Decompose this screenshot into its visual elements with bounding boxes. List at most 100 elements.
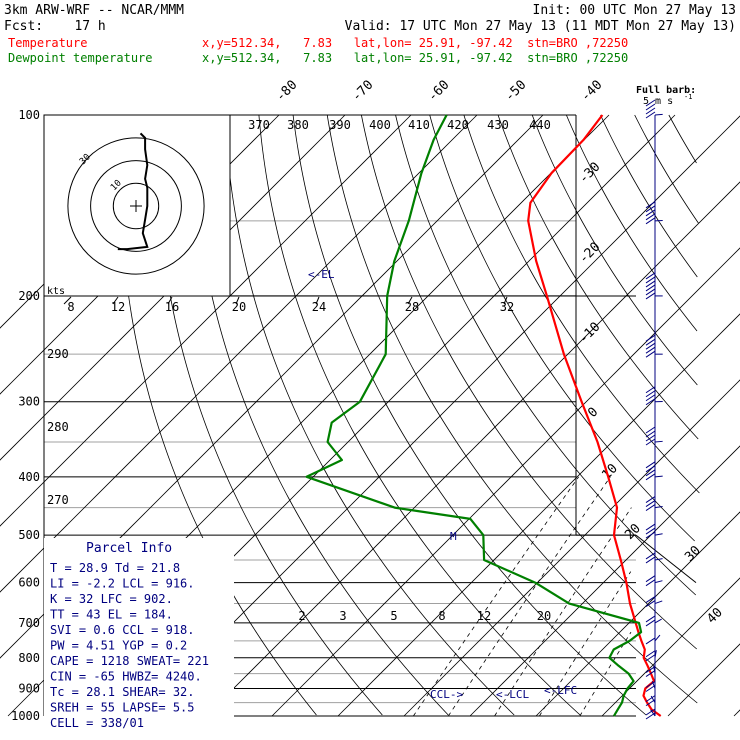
pressure-label: 300 (18, 395, 40, 409)
theta-label: 370 (248, 118, 270, 132)
wind-barb (645, 708, 656, 720)
wind-barb-staff (650, 695, 656, 703)
wind-barb (645, 681, 656, 692)
isotherm-line (0, 114, 544, 659)
parcel-info-row: LI = -2.2 LCL = 916. (50, 577, 195, 591)
wind-barb-flag (645, 496, 656, 503)
theta-label: 290 (47, 347, 69, 361)
hodograph-trace (117, 132, 149, 251)
hodograph-tick (63, 296, 72, 305)
hodograph-speed-labels: 8 12 16 20 24 28 32 (44, 295, 636, 314)
dry-adiabat-line (566, 114, 698, 332)
wind-barb (645, 272, 663, 300)
wind-barb (645, 426, 663, 446)
dry-adiabat-line (600, 114, 698, 278)
parcel-info-row: Tc = 28.1 SHEAR= 32. (50, 685, 195, 699)
isotherm-line (0, 114, 412, 527)
wind-barb (645, 552, 663, 564)
mixing-ratio-line (413, 476, 579, 717)
mixing-ratio-line (447, 476, 611, 717)
wind-barb-flag (645, 205, 656, 213)
isotherm-label: -50 (502, 78, 529, 105)
isotherm-line (0, 114, 478, 593)
parcel-info-row: CELL = 338/01 (50, 716, 144, 730)
hodograph-units: kts (47, 286, 65, 297)
wind-barb-flag (645, 473, 656, 481)
wind-barb (645, 386, 663, 406)
theta-label: 390 (329, 118, 351, 132)
wind-barb-flag (645, 523, 656, 531)
wind-barb-flag (645, 386, 656, 394)
wind-barb-flag (645, 699, 656, 707)
wind-barb-flag (645, 342, 656, 350)
dry-adiabat-line (258, 114, 581, 716)
wind-barb-flag (645, 346, 656, 354)
wind-barb-flag (645, 556, 656, 564)
mixing-ratio-label: 20 (537, 609, 551, 623)
mixing-ratio-label: 3 (339, 609, 346, 623)
wind-barb-staff (654, 533, 663, 536)
right-axis-slant (635, 534, 697, 584)
wind-barb-flag (645, 681, 656, 688)
legend-dewpoint-label: Dewpoint temperature (8, 51, 153, 65)
temperature-station-info: x,y=512.34, 7.83 lat,lon= 25.91, -97.42 … (202, 36, 628, 50)
wind-barb-flag (645, 272, 656, 280)
wind-barb-flag (645, 670, 656, 677)
wind-barb-flag (645, 111, 656, 119)
wind-barb-flag (645, 527, 656, 535)
wind-barb-staff (654, 506, 663, 509)
isotherm-label: 20 (622, 521, 644, 543)
sounding-annotations: <-EL M CCL-> <-LCL <-LFC (308, 268, 577, 701)
pressure-label: 700 (18, 616, 40, 630)
wind-barb-flag (645, 461, 656, 469)
wind-barb-flag (645, 685, 656, 692)
el-annotation: <-EL (308, 268, 335, 281)
isotherm-label: -20 (576, 240, 603, 267)
wind-barb-staff (654, 618, 662, 624)
wind-barb-flag (645, 637, 656, 645)
theta-label: 420 (447, 118, 469, 132)
parcel-info-row: CAPE = 1218 SWEAT= 221 (50, 654, 209, 668)
wind-barb (645, 650, 657, 662)
isotherm-label: 30 (682, 543, 704, 565)
wind-barb-flag (645, 217, 656, 225)
wind-barb-flag (645, 465, 656, 473)
wind-barb-flag (645, 666, 656, 673)
wind-barb-flag (645, 107, 656, 115)
wind-barb (645, 461, 663, 481)
wind-barb-flag (645, 600, 656, 607)
parcel-info-box (44, 538, 234, 722)
pressure-label: 900 (18, 681, 40, 695)
dry-adiabat-line (326, 114, 698, 704)
barb-legend-title: Full barb: (636, 85, 696, 96)
wind-barb-flag (645, 615, 656, 623)
hodograph-tick (503, 296, 508, 305)
hodograph-speed-label: 8 (67, 300, 74, 314)
isotherm-line (403, 379, 740, 717)
wind-barb-flag (645, 596, 656, 603)
isotherm-line (535, 511, 740, 717)
wind-barb (645, 665, 656, 677)
theta-label: 280 (47, 420, 69, 434)
isotherm-line (601, 577, 740, 717)
wind-barb (645, 334, 663, 358)
ccl-annotation: CCL-> (430, 688, 463, 701)
wind-barb-flag (645, 398, 656, 406)
hodograph-speed-label: 24 (312, 300, 326, 314)
parcel-info-row: T = 28.9 Td = 21.8 (50, 561, 180, 575)
barb-legend-units: 5 m s (643, 96, 673, 107)
wind-barb-flag (645, 276, 656, 284)
mixing-ratio-label: 5 (390, 609, 397, 623)
parcel-info-row: SREH = 55 LAPSE= 5.5 (50, 701, 195, 715)
dry-adiabat-line (429, 114, 695, 542)
hodograph-speed-label: 16 (165, 300, 179, 314)
dry-adiabat-line (361, 114, 697, 650)
dry-adiabat-line (531, 114, 698, 386)
theta-label: 440 (529, 118, 551, 132)
pressure-label: 1000 (11, 709, 40, 723)
wind-barb-flag (645, 288, 656, 296)
hodograph-speed-label: 12 (111, 300, 125, 314)
wind-barbs (645, 99, 663, 720)
